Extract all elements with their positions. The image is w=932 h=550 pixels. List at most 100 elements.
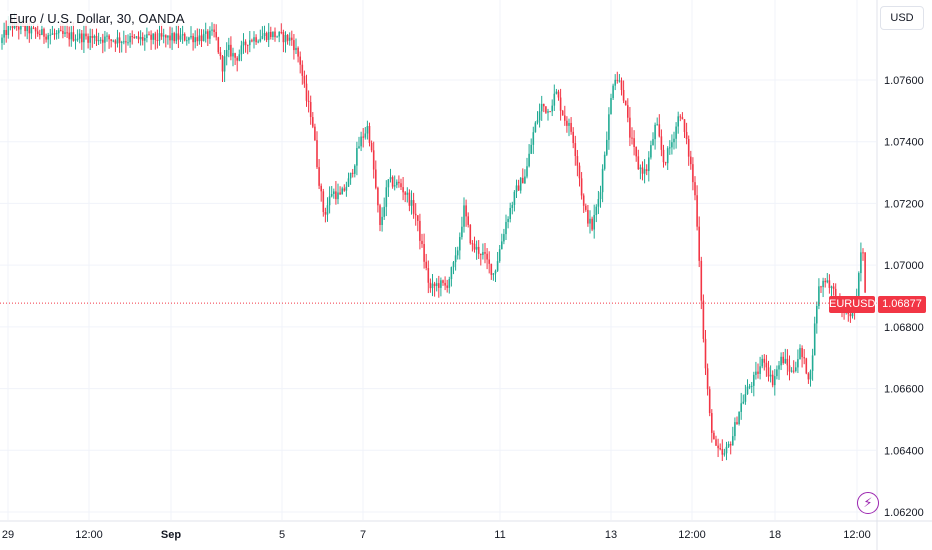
y-tick-label: 1.07400 <box>884 137 924 149</box>
candle-body <box>643 169 646 174</box>
candle-body <box>429 282 432 289</box>
candle-body <box>146 34 148 39</box>
candle-body <box>774 376 776 386</box>
currency-button[interactable]: USD <box>880 6 924 30</box>
time-axis[interactable]: 29 12:00 Sep 5 7 11 13 12:00 18 12:00 <box>2 529 871 541</box>
candle-body <box>824 280 826 283</box>
candle-body <box>776 369 778 377</box>
candle-body <box>513 191 516 205</box>
candle-body <box>503 234 505 242</box>
candle-body <box>784 358 787 364</box>
candle-body <box>860 252 862 274</box>
candle-body <box>114 40 117 44</box>
candle-body <box>547 111 549 113</box>
candle-body <box>456 250 459 256</box>
candle-body <box>20 23 22 30</box>
candle-body <box>330 193 333 197</box>
candle-body <box>742 401 745 404</box>
candle-body <box>580 178 583 196</box>
candle-body <box>26 24 28 32</box>
lightning-bolt-icon[interactable]: ⚡ <box>857 492 879 514</box>
candle-body <box>744 394 747 402</box>
candle-body <box>204 31 207 34</box>
candle-body <box>225 49 228 57</box>
candle-body <box>769 374 772 377</box>
candle-body <box>207 31 209 39</box>
candle-body <box>792 370 795 372</box>
candle-body <box>276 36 278 38</box>
candle-body <box>585 205 587 210</box>
candle-body <box>181 34 184 36</box>
candle-body <box>757 371 759 374</box>
candle-body <box>186 40 188 42</box>
candle-body <box>692 164 694 183</box>
candle-body <box>251 40 253 42</box>
candle-body <box>746 386 749 395</box>
candle-body <box>118 37 121 43</box>
candle-body <box>734 422 736 437</box>
candle-body <box>608 114 610 140</box>
candle-body <box>767 367 770 377</box>
candle-body <box>150 34 152 40</box>
candle-body <box>484 252 486 254</box>
candle-body <box>740 403 742 412</box>
candle-body <box>400 183 402 188</box>
candle-body <box>68 32 70 40</box>
candle-body <box>364 133 367 138</box>
candle-body <box>232 53 234 57</box>
candle-body <box>1 37 3 43</box>
candle-body <box>265 33 268 40</box>
candle-body <box>219 52 222 57</box>
candle-body <box>188 37 190 41</box>
candle-body <box>593 214 595 230</box>
candle-body <box>339 192 341 195</box>
candle-body <box>450 267 453 280</box>
candle-body <box>438 283 440 288</box>
candle-body <box>425 261 427 269</box>
y-tick-label: 1.06600 <box>884 384 924 396</box>
candle-body <box>368 126 371 143</box>
candle-body <box>249 40 251 46</box>
candle-body <box>435 283 438 287</box>
candle-body <box>377 187 379 206</box>
candle-body <box>305 83 308 101</box>
candle-body <box>637 156 640 170</box>
candle-body <box>666 148 669 164</box>
candle-body <box>442 280 444 283</box>
candle-body <box>830 286 833 288</box>
candle-body <box>736 422 738 425</box>
candle-body <box>610 98 612 115</box>
candle-body <box>669 147 671 149</box>
candle-body <box>656 124 658 126</box>
candle-body <box>448 279 451 288</box>
candle-body <box>799 348 801 360</box>
candle-body <box>662 149 665 163</box>
candle-body <box>738 411 740 425</box>
candle-body <box>209 30 211 39</box>
candle-body <box>24 25 26 32</box>
candle-body <box>358 146 360 149</box>
candle-body <box>417 215 419 221</box>
candle-body <box>412 200 415 214</box>
candle-body <box>402 187 404 193</box>
candle-body <box>509 207 511 219</box>
candle-body <box>5 30 7 36</box>
candle-body <box>624 100 627 106</box>
candle-body <box>618 80 621 82</box>
candle-body <box>253 37 255 42</box>
candle-body <box>748 386 751 388</box>
candle-body <box>30 27 33 34</box>
candle-body <box>639 167 642 170</box>
candle-body <box>183 34 186 41</box>
candle-body <box>221 56 224 72</box>
candle-body <box>135 36 138 38</box>
candle-body <box>732 436 734 446</box>
candle-body <box>169 35 171 41</box>
y-tick-label: 1.07200 <box>884 198 924 210</box>
candle-body <box>307 100 310 103</box>
y-tick-label: 1.06800 <box>884 322 924 334</box>
candle-body <box>333 191 335 194</box>
